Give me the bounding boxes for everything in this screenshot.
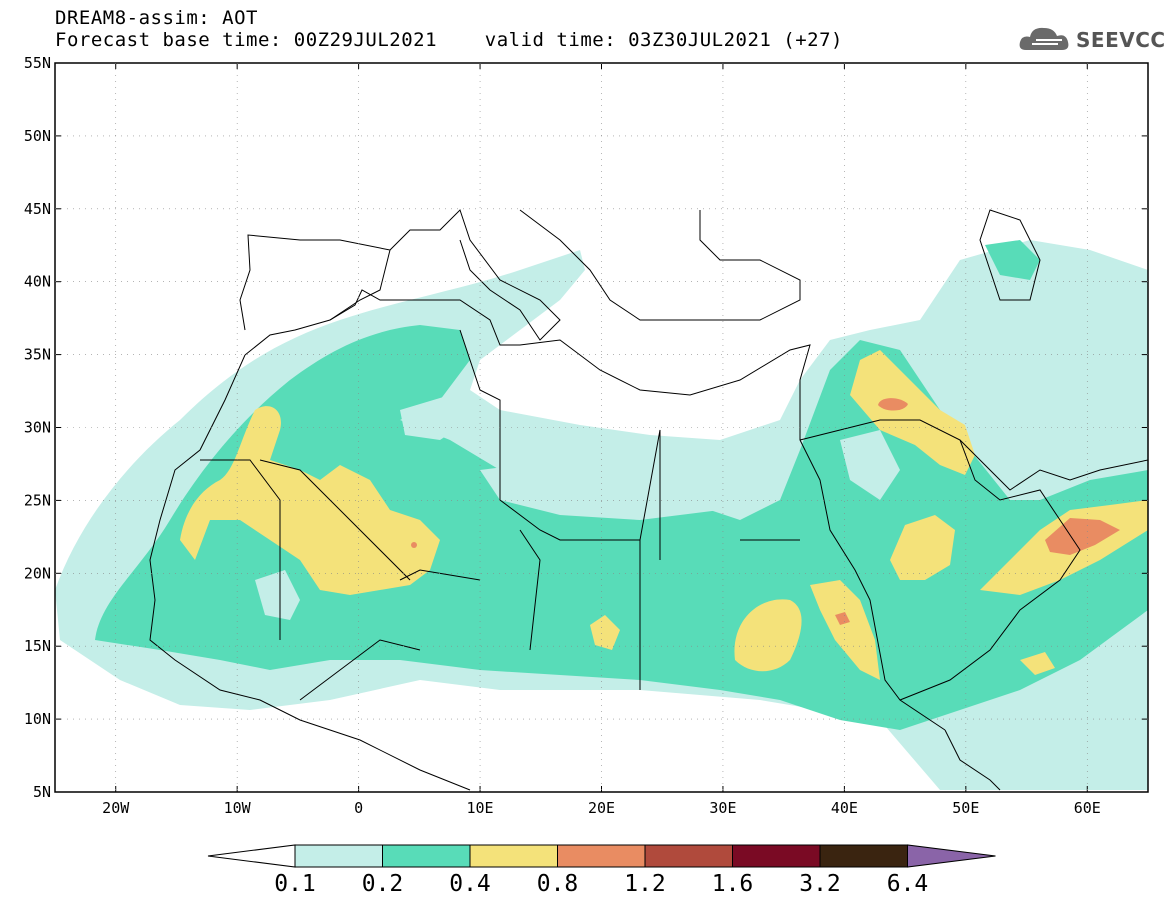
aot-hole-arabia xyxy=(840,430,900,500)
aot-band-0.4-redsea xyxy=(810,580,880,680)
lat-label: 20N xyxy=(24,564,51,582)
aot-band-0.8-iraq xyxy=(878,398,908,411)
aot-band-0.4-iraq xyxy=(850,350,975,475)
aot-band-0.8-oman xyxy=(1045,518,1120,555)
colorbar-label: 0.2 xyxy=(362,871,404,897)
lat-label: 40N xyxy=(24,273,51,291)
aot-band-0.4-yemen xyxy=(1020,652,1055,675)
coast-iberia xyxy=(239,234,391,331)
aot-band-0.8-eritrea xyxy=(835,612,850,625)
colorbar-swatch xyxy=(819,844,908,868)
logo-text: SEEVCCC xyxy=(1076,28,1165,52)
colorbar-label: 0.8 xyxy=(537,871,579,897)
colorbar-swatch xyxy=(469,844,558,868)
coast-france-italy xyxy=(389,209,561,341)
lon-label: 10E xyxy=(467,799,494,817)
aot-patch-caspian xyxy=(985,240,1040,280)
colorbar-under-arrow xyxy=(207,844,296,868)
colorbar-swatch xyxy=(732,844,821,868)
aot-band-0.4-west xyxy=(180,406,440,595)
lon-label: 20E xyxy=(588,799,615,817)
lat-label: 10N xyxy=(24,710,51,728)
colorbar-label: 1.2 xyxy=(624,871,666,897)
lon-label: 0 xyxy=(354,799,363,817)
aot-band-0.4-saudi xyxy=(890,515,955,580)
lon-label: 60E xyxy=(1074,799,1101,817)
lat-label: 15N xyxy=(24,637,51,655)
seevccc-logo: SEEVCCC xyxy=(1018,22,1165,56)
aot-field xyxy=(55,240,1148,790)
lon-label: 30E xyxy=(709,799,736,817)
lat-label: 25N xyxy=(24,491,51,509)
aot-band-0.4-sudan xyxy=(734,599,802,672)
forecast-time-line: Forecast base time: 00Z29JUL2021 valid t… xyxy=(55,29,843,51)
lat-label: 5N xyxy=(33,783,51,801)
lon-label: 20W xyxy=(102,799,130,817)
coast-caspian xyxy=(979,209,1041,301)
colorbar-swatch xyxy=(294,844,383,868)
coast-horn-africa xyxy=(944,729,1001,791)
colorbar-label: 1.6 xyxy=(712,871,754,897)
chart-title: DREAM8-assim: AOT xyxy=(55,7,258,29)
coast-arabia xyxy=(799,419,1081,701)
latitude-labels: 55N 50N 45N 40N 35N 30N 25N 20N 15N 10N 5N xyxy=(24,54,51,801)
colorbar-swatch xyxy=(382,844,471,868)
colorbar-over-arrow xyxy=(907,844,996,868)
lat-label: 30N xyxy=(24,419,51,437)
axis-ticks xyxy=(55,62,1148,793)
aot-band-0.8-algeria xyxy=(411,542,417,548)
lat-label: 45N xyxy=(24,200,51,218)
aot-band-0.4-chad xyxy=(590,615,620,650)
lon-label: 40E xyxy=(831,799,858,817)
aot-hole-sahara xyxy=(400,395,470,440)
coast-persian-gulf xyxy=(959,439,1148,491)
cloud-icon xyxy=(1019,27,1069,50)
colorbar-label: 3.2 xyxy=(799,871,841,897)
longitude-labels: 20W 10W 0 10E 20E 30E 40E 50E 60E xyxy=(102,799,1101,817)
colorbar-swatch xyxy=(644,844,733,868)
lat-label: 55N xyxy=(24,54,51,72)
colorbar-label: 0.1 xyxy=(274,871,316,897)
aot-hole-mali xyxy=(255,570,300,620)
colorbar: 0.1 0.2 0.4 0.8 1.2 1.6 3.2 6.4 xyxy=(207,844,996,897)
border-lines xyxy=(200,329,800,701)
lon-label: 50E xyxy=(952,799,979,817)
colorbar-swatch xyxy=(557,844,646,868)
lat-label: 35N xyxy=(24,346,51,364)
coast-balkans-turkey xyxy=(519,209,801,321)
lon-label: 10W xyxy=(224,799,252,817)
coast-atlantic xyxy=(149,354,471,791)
lat-label: 50N xyxy=(24,127,51,145)
colorbar-label: 6.4 xyxy=(887,871,929,897)
colorbar-label: 0.4 xyxy=(449,871,491,897)
